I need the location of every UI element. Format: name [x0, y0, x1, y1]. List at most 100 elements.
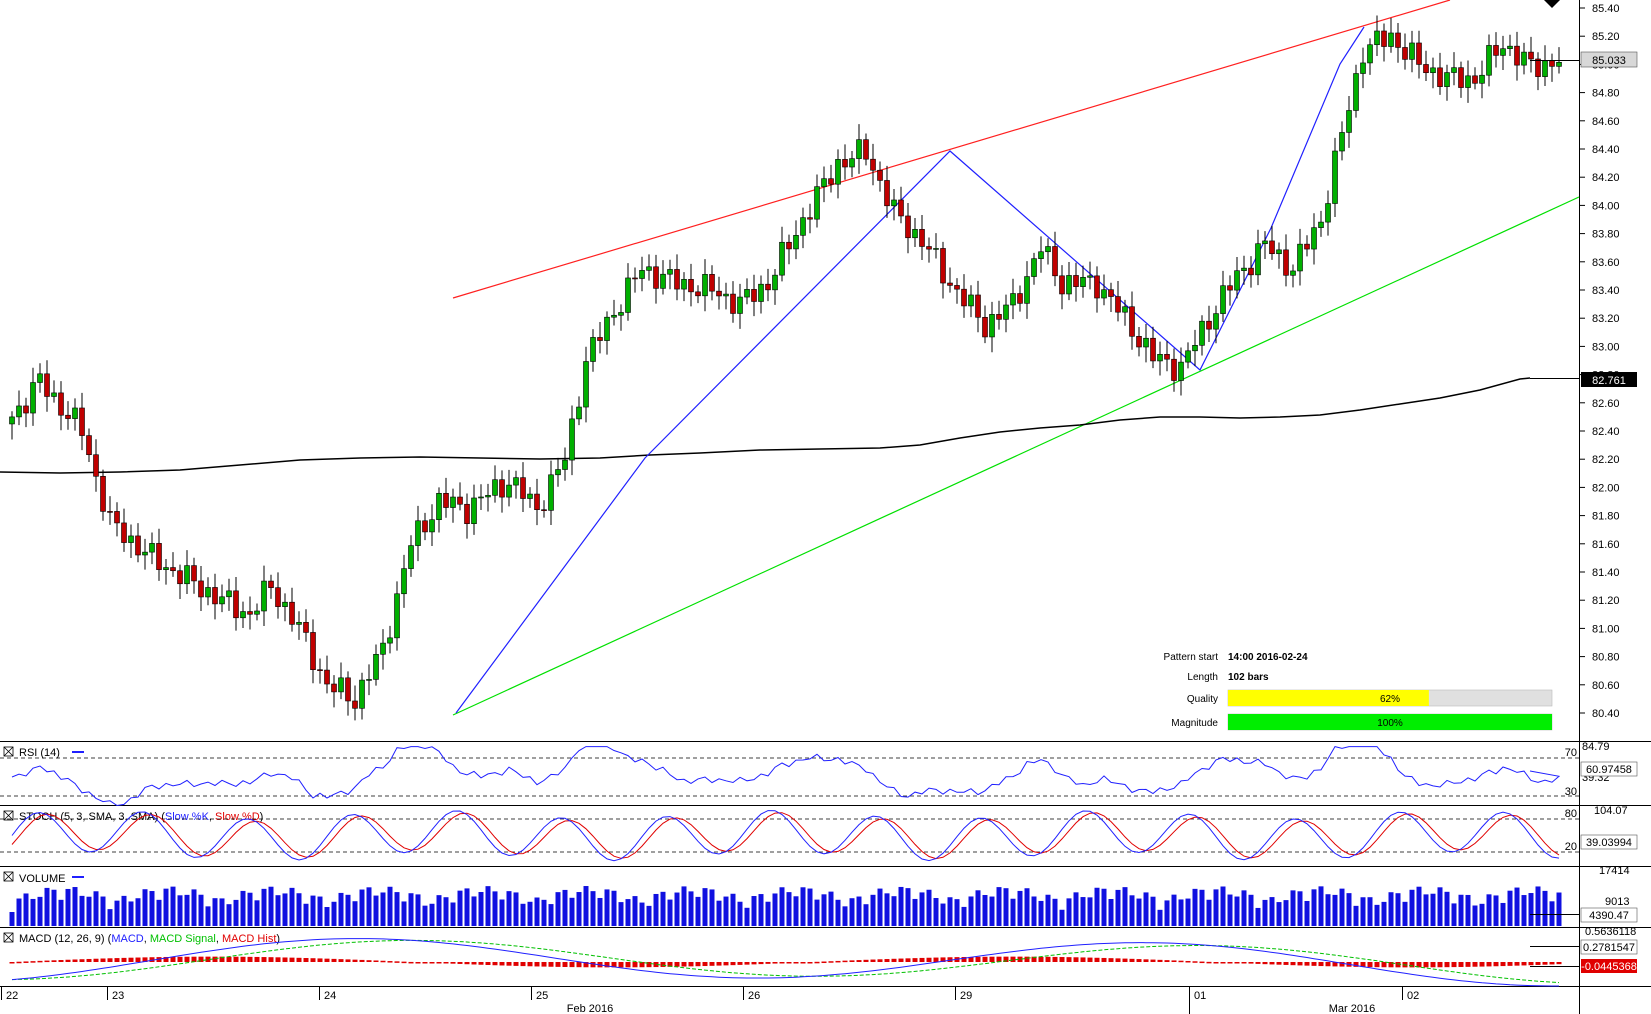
volume-bar: [275, 895, 281, 926]
candle-body: [751, 289, 757, 302]
macd-hist-bar: [499, 962, 505, 966]
corner-arrow-icon[interactable]: [1544, 0, 1560, 8]
macd-hist-bar: [1332, 962, 1338, 967]
candle-body: [289, 601, 295, 625]
candle-body: [1507, 45, 1513, 49]
macd-hist-bar: [121, 957, 127, 962]
macd-hist-bar: [709, 962, 715, 966]
volume-bar: [121, 895, 127, 926]
volume-ytick-top: 17414: [1599, 865, 1630, 877]
macd-hist-bar: [590, 962, 596, 968]
volume-bar: [513, 892, 519, 926]
macd-hist-bar: [1241, 962, 1247, 964]
volume-bar: [737, 901, 743, 926]
macd-hist-bar: [296, 957, 302, 962]
candle-body: [1066, 275, 1072, 295]
candle-body: [310, 632, 316, 670]
candle-body: [772, 274, 778, 291]
candle-body: [387, 637, 393, 644]
macd-hist-bar: [422, 962, 428, 964]
macd-hist-bar: [1234, 962, 1240, 964]
macd-hist-bar: [1003, 956, 1009, 962]
macd-hist-bar: [128, 957, 134, 962]
candle-body: [702, 274, 708, 297]
candle-body: [464, 503, 470, 524]
candle-body: [1038, 251, 1044, 259]
macd-hist-bar: [436, 962, 442, 964]
macd-hist-bar: [611, 962, 617, 968]
svg-text:102 bars: 102 bars: [1228, 672, 1269, 683]
macd-hist-bar: [9, 962, 15, 964]
volume-panel: VOLUME 17414 9013 4390.47: [3, 865, 1638, 926]
macd-hist-bar: [303, 958, 309, 962]
volume-bar: [422, 905, 428, 926]
volume-bar: [1269, 897, 1275, 926]
macd-hist-bar: [604, 962, 610, 968]
volume-bar: [597, 897, 603, 926]
macd-hist-bar: [380, 960, 386, 963]
volume-bar: [1458, 894, 1464, 926]
candle-body: [198, 580, 204, 598]
macd-hist-bar: [1276, 962, 1282, 965]
macd-hist-bar: [198, 956, 204, 962]
candle-body: [1150, 337, 1156, 362]
candle-body: [898, 199, 904, 217]
macd-hist-bar: [1297, 962, 1303, 966]
last-price-tag: 85.033: [1580, 51, 1638, 68]
candle-body: [324, 669, 330, 685]
resistance-line: [452, 0, 1451, 299]
candle-body: [947, 282, 953, 286]
candle-body: [1003, 304, 1009, 320]
volume-bar: [835, 899, 841, 926]
volume-current: 4390.47: [1589, 910, 1629, 922]
candle-body: [1052, 246, 1058, 277]
macd-hist-bar: [1199, 961, 1205, 964]
macd-hist-bar: [1185, 960, 1191, 963]
macd-hist-bar: [191, 956, 197, 962]
macd-hist-bar: [1220, 962, 1226, 964]
candle-body: [247, 611, 253, 615]
volume-bar: [1101, 888, 1107, 926]
volume-bar: [303, 903, 309, 926]
volume-bar: [1045, 894, 1051, 926]
macd-hist-bar: [58, 960, 64, 962]
macd-hist-bar: [786, 962, 792, 964]
macd-hist-bar: [919, 957, 925, 962]
volume-bar: [1234, 896, 1240, 926]
candles: [9, 15, 1562, 721]
volume-bar: [443, 897, 449, 926]
candle-body: [1283, 249, 1289, 276]
macd-hist-bar: [1248, 962, 1254, 964]
volume-bar: [163, 888, 169, 926]
macd-hist-bar: [373, 960, 379, 962]
volume-bar: [492, 891, 498, 926]
volume-bar: [268, 886, 274, 926]
macd-hist-bar: [177, 956, 183, 962]
volume-bar: [856, 896, 862, 926]
volume-title: VOLUME: [19, 873, 65, 885]
volume-bar: [401, 901, 407, 926]
volume-bar: [1185, 898, 1191, 926]
macd-hist-bar: [170, 956, 176, 962]
candle-body: [1374, 30, 1380, 46]
volume-bar: [1325, 894, 1331, 926]
volume-bar: [527, 901, 533, 926]
candle-body: [919, 229, 925, 247]
volume-bar: [1423, 894, 1429, 926]
volume-bar: [37, 896, 43, 926]
macd-hist-bar: [1178, 960, 1184, 963]
macd-hist-bar: [72, 959, 78, 962]
candle-body: [597, 337, 603, 341]
macd-hist-bar: [226, 956, 232, 962]
volume-bar: [254, 900, 260, 926]
macd-hist-bar: [471, 962, 477, 965]
candle-body: [905, 215, 911, 239]
macd-hist-bar: [457, 962, 463, 964]
macd-hist-bar: [702, 962, 708, 967]
macd-hist-bar: [1325, 962, 1331, 967]
macd-hist-bar: [835, 960, 841, 963]
volume-bar: [1332, 894, 1338, 926]
candle-body: [1045, 246, 1051, 253]
volume-bar: [65, 888, 71, 926]
candle-body: [1206, 320, 1212, 330]
